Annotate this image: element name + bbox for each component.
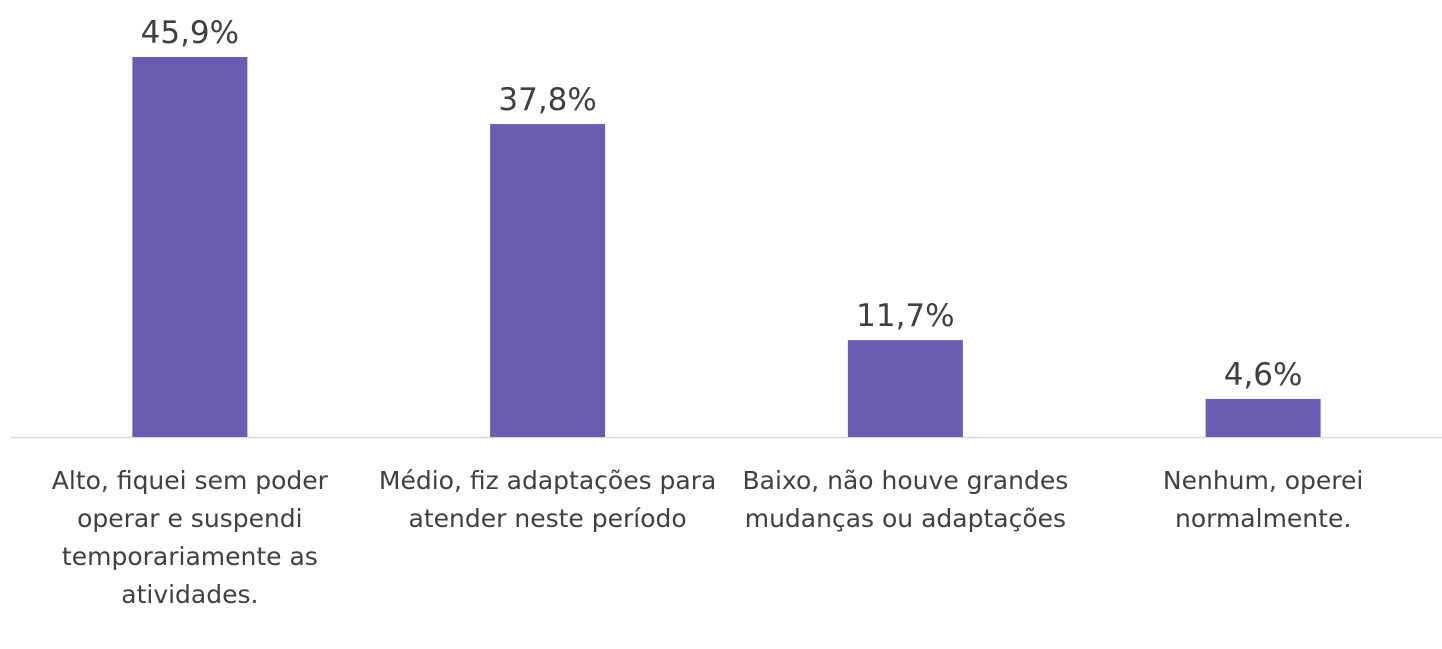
bar xyxy=(1205,398,1321,437)
category-label: Nenhum, operei normalmente. xyxy=(1162,466,1364,533)
value-label: 45,9% xyxy=(141,15,239,51)
category-label: Baixo, não houve grandes mudanças ou ada… xyxy=(742,466,1069,533)
category-label: Alto, fiquei sem poder operar e suspendi… xyxy=(51,466,328,609)
bar xyxy=(490,124,606,437)
value-label: 4,6% xyxy=(1224,357,1303,393)
value-label: 11,7% xyxy=(856,298,954,334)
bar xyxy=(132,57,248,437)
category-label: Médio, fiz adaptações para atender neste… xyxy=(378,466,717,533)
value-label: 37,8% xyxy=(498,82,596,118)
bar xyxy=(847,340,963,437)
